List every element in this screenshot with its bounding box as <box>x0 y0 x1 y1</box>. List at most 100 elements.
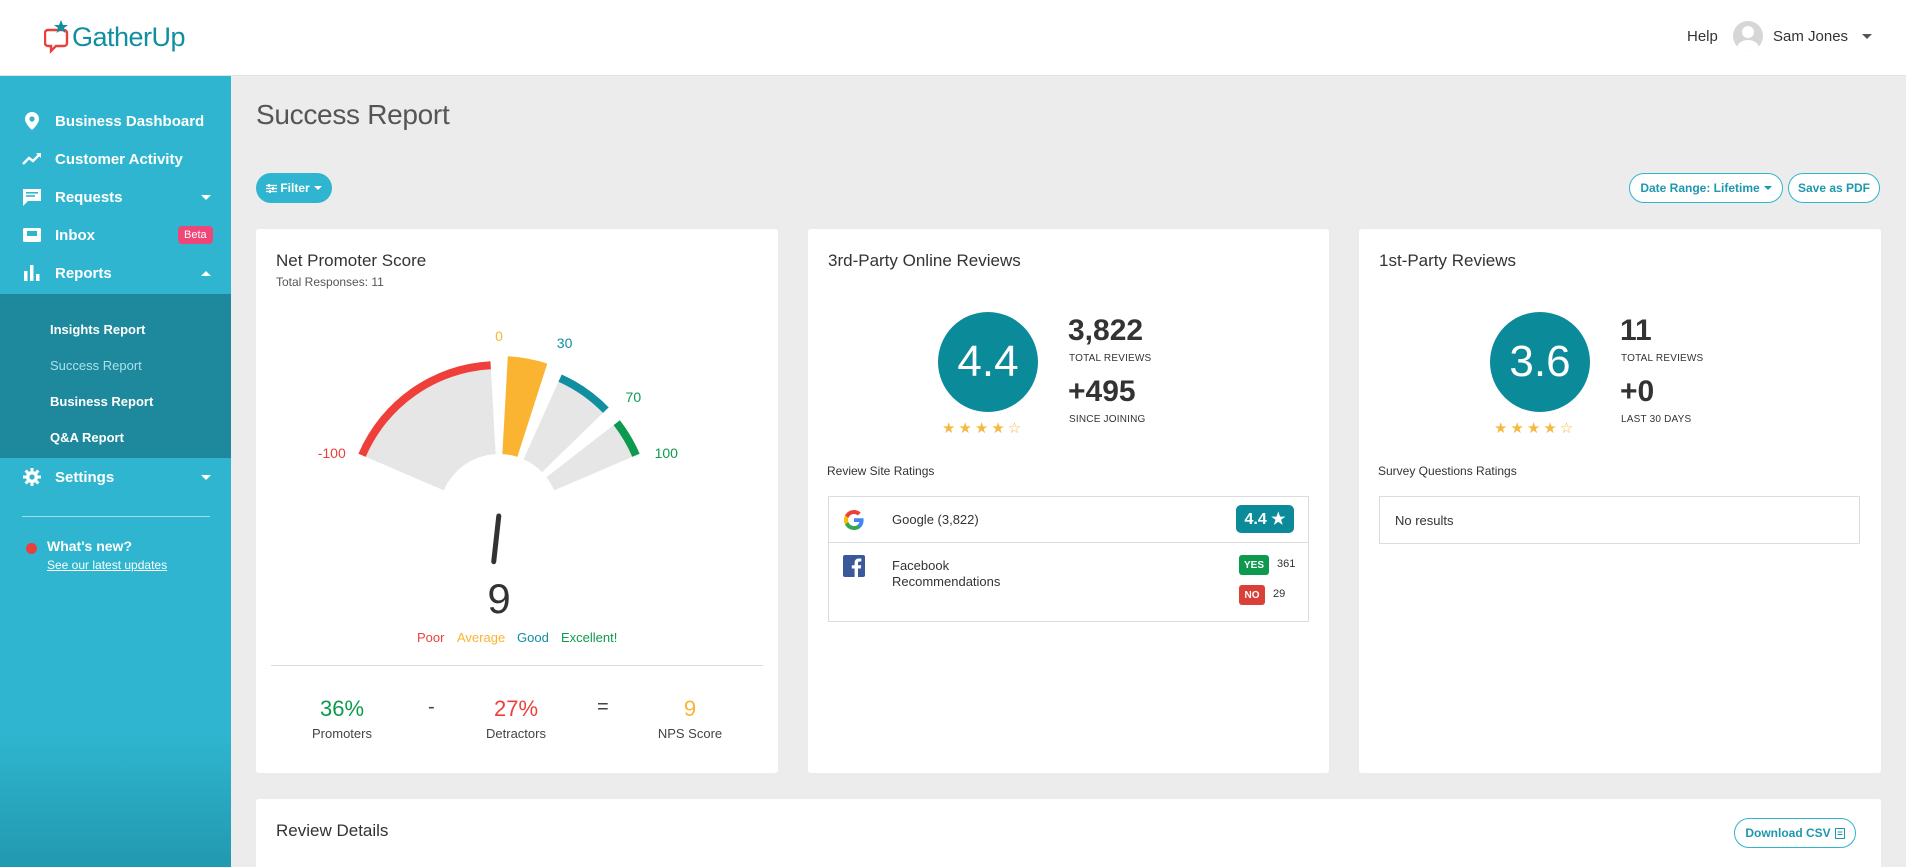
chevron-down-icon <box>201 475 211 480</box>
first-party-reviews-card: 1st-Party Reviews 3.6 ★★★★☆ 11 TOTAL REV… <box>1359 229 1881 773</box>
sliders-icon <box>266 183 278 193</box>
table-row[interactable]: Google (3,822) 4.4 ★ <box>829 497 1308 543</box>
gauge-segment-poor-arc <box>358 361 491 457</box>
nps-score-value: 9 <box>683 696 697 721</box>
facebook-icon <box>843 555 865 577</box>
sidebar-item-label: Business Dashboard <box>55 112 205 130</box>
help-link[interactable]: Help <box>1687 28 1718 45</box>
nps-card: Net Promoter Score Total Responses: 11 -… <box>256 229 778 773</box>
gauge-segment-excellent-arc <box>613 420 640 457</box>
gauge-segment-average-fill <box>502 356 548 457</box>
top-bar: GatherUp Help Sam Jones <box>0 0 1906 76</box>
gauge-label-0: 0 <box>495 328 503 344</box>
trend-icon <box>22 149 42 169</box>
chevron-down-icon <box>1763 186 1772 190</box>
sidebar-item-label: Reports <box>55 264 112 282</box>
third-party-reviews-card: 3rd-Party Online Reviews 4.4 ★★★★☆ 3,822… <box>808 229 1329 773</box>
beta-badge: Beta <box>178 226 213 244</box>
logo-text: GatherUp <box>72 21 186 52</box>
minus-sign: - <box>428 696 435 718</box>
no-count: 29 <box>1273 588 1286 600</box>
site-name-google: Google (3,822) <box>892 512 979 527</box>
gauge-segment-good-fill <box>523 381 603 473</box>
save-as-pdf-label: Save as PDF <box>1797 181 1871 195</box>
page-title: Success Report <box>256 99 450 130</box>
save-as-pdf-button[interactable]: Save as PDF <box>1788 173 1880 203</box>
sidebar-shadow <box>0 736 231 867</box>
nps-divider <box>271 665 763 666</box>
first-party-total-reviews: 11 <box>1620 314 1652 347</box>
detractors-label: Detractors <box>486 726 546 741</box>
sub-item-qa-report[interactable]: Q&A Report <box>50 430 124 445</box>
promoters-label: Promoters <box>312 726 372 741</box>
legend-excellent: Excellent! <box>561 630 618 645</box>
nps-total-responses: Total Responses: 11 <box>276 275 384 289</box>
table-row[interactable]: Facebook Recommendations YES 361 NO 29 <box>829 544 1308 622</box>
sidebar-item-customer-activity[interactable]: Customer Activity <box>0 141 231 177</box>
sidebar-divider <box>22 516 210 517</box>
chevron-down-icon <box>201 195 211 200</box>
sidebar-item-label: Customer Activity <box>55 150 183 168</box>
filter-label: Filter <box>280 181 310 195</box>
nps-gauge: -100 0 30 70 100 9 <box>318 328 678 619</box>
survey-ratings-table: No results <box>1379 496 1860 544</box>
avatar <box>1733 21 1763 51</box>
legend-good: Good <box>517 630 549 645</box>
first-party-last-30-label: LAST 30 DAYS <box>1621 414 1692 425</box>
map-pin-icon <box>22 111 42 131</box>
download-csv-button[interactable]: Download CSV <box>1734 818 1856 848</box>
review-details-title: Review Details <box>276 821 389 840</box>
third-party-title: 3rd-Party Online Reviews <box>828 251 1021 270</box>
no-badge: NO <box>1239 585 1265 605</box>
sidebar-item-reports[interactable]: Reports <box>0 255 231 291</box>
google-rating-badge: 4.4 ★ <box>1236 505 1294 533</box>
yes-badge: YES <box>1239 555 1269 575</box>
chat-icon <box>22 187 42 207</box>
inbox-icon <box>22 225 42 245</box>
first-party-last-30: +0 <box>1620 375 1655 408</box>
sidebar: Business Dashboard Customer Activity Req… <box>0 76 231 867</box>
chevron-up-icon <box>201 271 211 276</box>
site-name-facebook: Facebook Recommendations <box>892 558 1001 589</box>
detractors-value: 27% <box>493 696 539 721</box>
gauge-label-minus-100: -100 <box>318 445 346 461</box>
promoters-value: 36% <box>319 696 365 721</box>
third-party-since-joining: +495 <box>1068 375 1136 408</box>
sidebar-item-inbox[interactable]: Inbox Beta <box>0 217 231 253</box>
filter-button[interactable]: Filter <box>256 173 332 203</box>
sidebar-item-settings[interactable]: Settings <box>0 459 231 495</box>
google-icon <box>844 510 864 530</box>
sidebar-item-label: Settings <box>55 468 115 486</box>
sub-item-insights-report[interactable]: Insights Report <box>50 322 146 337</box>
logo[interactable]: GatherUp <box>44 20 186 54</box>
nps-title: Net Promoter Score <box>276 251 427 270</box>
sidebar-item-requests[interactable]: Requests <box>0 179 231 215</box>
sidebar-item-business-dashboard[interactable]: Business Dashboard <box>0 103 231 139</box>
user-menu[interactable]: Sam Jones <box>1733 21 1873 51</box>
review-site-ratings-label: Review Site Ratings <box>827 464 935 478</box>
sub-item-success-report[interactable]: Success Report <box>50 358 142 373</box>
gauge-segment-excellent-fill <box>546 425 633 491</box>
third-party-since-joining-label: SINCE JOINING <box>1069 414 1146 425</box>
gauge-segment-poor-fill <box>365 369 496 491</box>
first-party-rating-circle: 3.6 <box>1490 312 1590 412</box>
equals-sign: = <box>597 696 609 718</box>
review-sites-table: Google (3,822) 4.4 ★ Facebook Recommenda… <box>828 496 1309 622</box>
yes-count: 361 <box>1277 558 1296 570</box>
gauge-label-30: 30 <box>557 335 573 351</box>
download-csv-label: Download CSV <box>1745 826 1831 840</box>
date-range-button[interactable]: Date Range: Lifetime <box>1629 173 1783 203</box>
gauge-segment-good-arc <box>558 374 609 413</box>
sub-item-business-report[interactable]: Business Report <box>50 394 154 409</box>
latest-updates-link[interactable]: See our latest updates <box>47 558 168 572</box>
legend-poor: Poor <box>417 630 445 645</box>
no-results-text: No results <box>1395 513 1454 528</box>
chevron-down-icon <box>313 186 322 190</box>
first-party-title: 1st-Party Reviews <box>1379 251 1516 270</box>
first-party-stars: ★★★★☆ <box>1494 420 1577 437</box>
gear-icon <box>22 467 42 487</box>
user-name: Sam Jones <box>1773 27 1849 45</box>
date-range-label: Date Range: Lifetime <box>1640 181 1760 195</box>
notification-dot-icon <box>26 543 37 554</box>
bar-chart-icon <box>22 263 42 283</box>
